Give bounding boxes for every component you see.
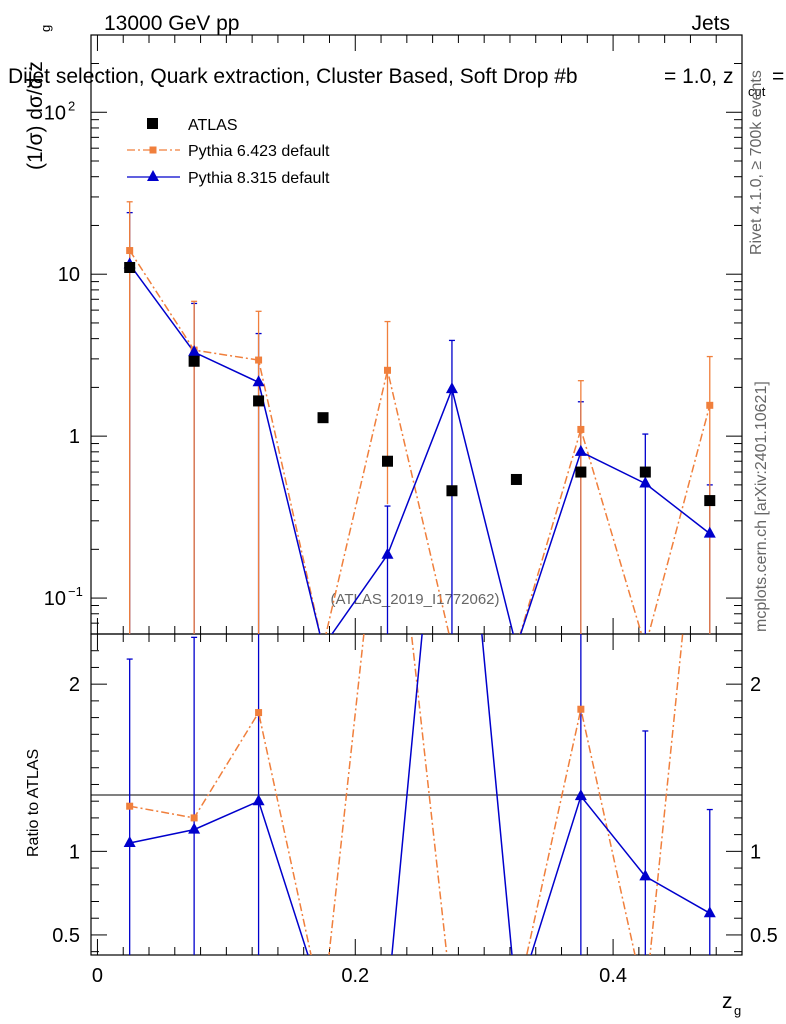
pythia8-ratio-point [188, 822, 201, 834]
pythia8-point [252, 375, 265, 387]
y-axis-label-main: (1/σ) dσ/d z g [24, 25, 53, 170]
x-tick-label: 0.2 [341, 965, 369, 987]
subtitle-tail: = [772, 65, 784, 88]
pythia6-ratio-point [577, 705, 585, 713]
ratio-tick-label: 1 [69, 841, 80, 863]
x-tick-label: 0 [92, 965, 103, 987]
pythia6-point [706, 401, 714, 409]
legend-atlas-label: ATLAS [188, 117, 238, 134]
subtitle-cut: cut [748, 84, 766, 99]
pythia8-point [639, 476, 652, 488]
legend-pythia8-marker [147, 170, 159, 181]
atlas-point [575, 466, 587, 478]
pythia8-line [129, 263, 711, 634]
pythia6-point [383, 366, 391, 374]
pythia6-line [129, 250, 711, 634]
atlas-point [317, 412, 329, 424]
atlas-point [639, 466, 651, 478]
pythia8-ratio-point [574, 789, 587, 801]
y-tick-exponent: 2 [68, 98, 75, 113]
pythia6-point [126, 247, 134, 255]
pythia6-ratio-point [190, 814, 198, 822]
svg-text:(1/σ) dσ/d z: (1/σ) dσ/d z [24, 61, 47, 170]
x-axis-label: z [722, 990, 733, 1013]
atlas-point [704, 495, 716, 507]
atlas-point [510, 473, 522, 485]
legend-pythia6-marker [149, 146, 157, 154]
ratio-tick-label-right: 0.5 [750, 925, 778, 947]
pythia8-point [381, 547, 394, 559]
category-label: Jets [691, 12, 730, 35]
legend-pythia6-label: Pythia 6.423 default [188, 143, 330, 160]
pythia8-point [574, 444, 587, 456]
pythia8-point [445, 382, 458, 394]
pythia8-ratio-point [703, 906, 716, 918]
legend-pythia8-label: Pythia 8.315 default [188, 170, 330, 187]
ratio-plot-marks [123, 634, 716, 955]
y-tick-label: 1 [69, 426, 80, 448]
atlas-point [124, 261, 136, 273]
atlas-point [253, 395, 265, 407]
legend-atlas-marker [147, 118, 158, 129]
pythia6-ratio-line [129, 634, 684, 955]
x-tick-label: 0.4 [599, 965, 627, 987]
side-rivet-label: Rivet 4.1.0, ≥ 700k events [748, 70, 765, 255]
atlas-point [446, 485, 458, 497]
pythia6-ratio-point [255, 709, 263, 717]
energy-label: 13000 GeV pp [104, 12, 239, 35]
ratio-tick-label: 0.5 [52, 925, 80, 947]
pythia8-ratio-point [252, 794, 265, 806]
legend-entry-pythia6: Pythia 6.423 default [127, 143, 330, 160]
main-plot-marks [123, 201, 716, 634]
legend-entry-atlas: ATLAS [147, 117, 238, 134]
pythia8-point [188, 345, 201, 357]
atlas-point [381, 455, 393, 467]
analysis-id: (ATLAS_2019_I1772062) [330, 591, 499, 608]
subtitle-beta: = 1.0, z [664, 65, 733, 88]
ratio-tick-label-right: 2 [750, 674, 761, 696]
axis-ticks [91, 34, 743, 955]
ratio-tick-label-right: 1 [750, 841, 761, 863]
svg-text:g: g [38, 25, 53, 32]
pythia8-ratio-point [639, 869, 652, 881]
pythia8-ratio-line [129, 634, 711, 955]
pythia6-point [255, 356, 263, 364]
pythia6-ratio-point [126, 802, 134, 810]
legend: ATLAS Pythia 6.423 default Pythia 8.315 … [127, 117, 330, 187]
y-tick-label: 10 [58, 264, 80, 286]
legend-entry-pythia8: Pythia 8.315 default [127, 170, 330, 187]
pythia8-ratio-point [123, 835, 136, 847]
side-mcplots-label: mcplots.cern.ch [arXiv:2401.10621] [753, 381, 770, 632]
atlas-point [188, 355, 200, 367]
y-tick-label: 10 [44, 588, 66, 610]
pythia6-point [577, 425, 585, 433]
x-axis-label-sub: g [734, 1003, 741, 1018]
y-tick-exponent: −1 [68, 584, 83, 599]
pythia8-point [703, 526, 716, 538]
subtitle-main: Dijet selection, Quark extraction, Clust… [8, 65, 578, 88]
y-axis-label-ratio: Ratio to ATLAS [25, 749, 42, 857]
ratio-tick-label: 2 [69, 674, 80, 696]
y-tick-label: 10 [44, 102, 66, 124]
